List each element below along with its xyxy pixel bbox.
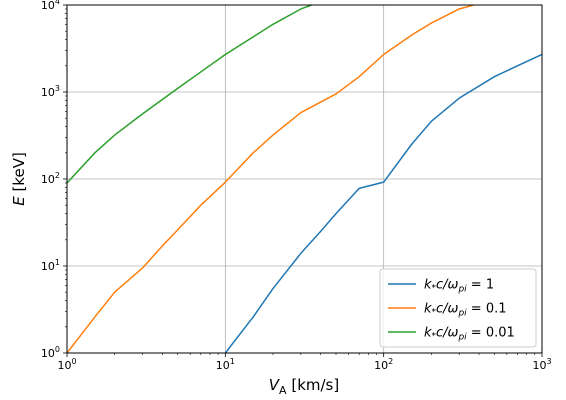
- ticks: 100 101 102 103 100 101 102 103 104: [41, 0, 552, 372]
- y-axis-label-main: E: [10, 196, 28, 206]
- y-axis-label: E [keV]: [10, 152, 28, 206]
- legend: k*c/ωpi = 1 k*c/ωpi = 0.1 k*c/ωpi = 0.01: [379, 268, 537, 348]
- series-line-3: [67, 5, 312, 184]
- x-tick-label: 100: [57, 357, 76, 372]
- x-tick-label: 101: [216, 357, 235, 372]
- y-tick-label: 103: [41, 84, 60, 99]
- series-line-1: [224, 53, 542, 353]
- x-axis-label-unit: [km/s]: [287, 376, 340, 394]
- plot-lines: [67, 5, 542, 353]
- legend-box: [379, 268, 537, 348]
- series-line-2: [67, 5, 474, 353]
- x-axis-label: VA [km/s]: [269, 376, 339, 397]
- svg-text:E [keV]: E [keV]: [10, 152, 28, 206]
- y-tick-label: 100: [41, 345, 60, 360]
- x-axis-label-sub: A: [279, 384, 287, 397]
- y-axis-label-unit: [keV]: [10, 152, 28, 196]
- x-axis-label-main: V: [269, 376, 281, 394]
- y-tick-label: 104: [41, 0, 60, 12]
- legend-label: k*c/ωpi = 0.01: [424, 326, 515, 343]
- svg-text:VA [km/s]: VA [km/s]: [269, 376, 339, 397]
- y-tick-label: 102: [41, 171, 60, 186]
- legend-label: k*c/ωpi = 0.1: [424, 302, 507, 319]
- y-tick-label: 101: [41, 258, 60, 273]
- x-tick-label: 102: [374, 357, 393, 372]
- x-tick-label: 103: [532, 357, 551, 372]
- legend-label: k*c/ωpi = 1: [424, 278, 494, 295]
